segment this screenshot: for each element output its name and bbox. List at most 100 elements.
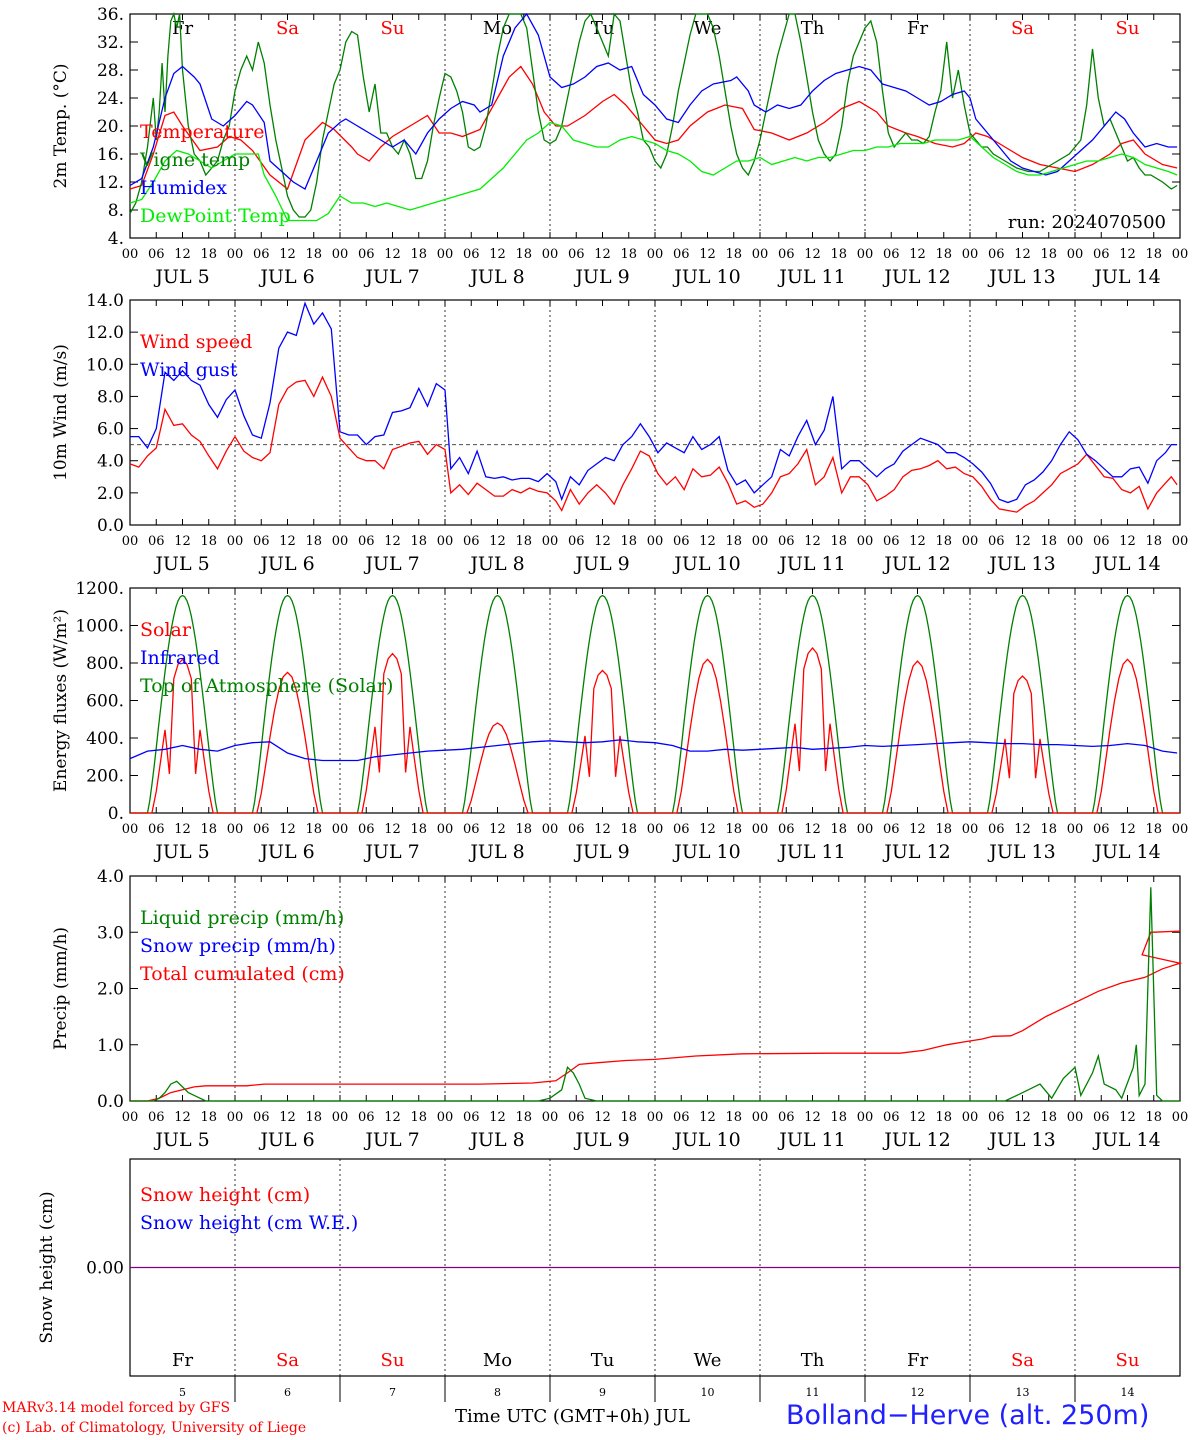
series-line [129,12,1178,190]
weekday-label-bottom: Mo [483,1350,512,1371]
hour-label: 00 [1172,534,1189,549]
hour-label: 00 [962,247,979,262]
y-tick-label: 24. [97,89,124,109]
y-tick-label: 0.0 [97,1092,124,1112]
y-tick-label: 0.0 [97,516,124,536]
hour-label: 12 [594,822,611,837]
hour-label: 00 [1172,1110,1189,1125]
hour-label: 12 [1119,247,1136,262]
date-label: JUL 6 [258,553,314,575]
hour-label: 00 [857,822,874,837]
date-label: JUL 9 [573,266,629,288]
hour-label: 00 [122,534,139,549]
date-label: JUL 8 [468,841,524,863]
day-number-label: 13 [1016,1386,1030,1399]
hour-label: 12 [1014,822,1031,837]
date-label: JUL 12 [882,266,950,288]
hour-label: 06 [883,534,900,549]
day-number-label: 7 [389,1386,396,1399]
hour-label: 00 [647,1110,664,1125]
hour-label: 00 [542,534,559,549]
hour-label: 12 [489,534,506,549]
y-tick-label: 200. [86,767,124,787]
hour-label: 12 [909,1110,926,1125]
hour-label: 06 [883,1110,900,1125]
hour-label: 12 [699,247,716,262]
y-tick-label: 4.0 [97,452,124,472]
hour-label: 00 [962,822,979,837]
model-credit: MARv3.14 model forced by GFS [2,1400,231,1416]
hour-label: 06 [988,534,1005,549]
hour-label: 00 [962,534,979,549]
weekday-label-bottom: Tu [591,1350,615,1371]
y-tick-label: 1.0 [97,1036,124,1056]
date-label: JUL 7 [363,841,419,863]
hour-label: 00 [122,247,139,262]
date-label: JUL 8 [468,266,524,288]
legend-entry: Total cumulated (cm) [140,963,345,985]
hour-label: 18 [410,247,427,262]
hour-label: 12 [384,247,401,262]
y-axis-label: Snow height (cm) [37,1191,57,1343]
hour-label: 18 [725,1110,742,1125]
y-tick-label: 800. [86,654,124,674]
hour-label: 00 [542,822,559,837]
hour-label: 00 [857,534,874,549]
copyright-credit: (c) Lab. of Climatology, University of L… [2,1420,307,1436]
hour-label: 12 [279,247,296,262]
hour-label: 18 [200,247,217,262]
hour-label: 06 [568,1110,585,1125]
legend-entry: Snow precip (mm/h) [140,935,336,957]
hour-label: 06 [148,247,165,262]
y-tick-label: 0.00 [86,1259,124,1279]
hour-label: 12 [699,534,716,549]
weekday-label-bottom: Fr [907,1350,928,1371]
hour-label: 12 [1119,822,1136,837]
hour-label: 12 [384,822,401,837]
hour-label: 06 [883,247,900,262]
date-label: JUL 8 [468,1129,524,1151]
hour-label: 00 [857,247,874,262]
weekday-label: Sa [1011,18,1034,39]
date-label: JUL 14 [1092,1129,1160,1151]
y-axis-label: 10m Wind (m/s) [51,344,71,481]
hour-label: 00 [752,822,769,837]
weekday-label-bottom: Sa [1011,1350,1034,1371]
hour-label: 18 [725,822,742,837]
weekday-label-bottom: Fr [172,1350,193,1371]
date-label: JUL 13 [987,841,1055,863]
hour-label: 12 [804,822,821,837]
date-label: JUL 10 [672,1129,740,1151]
hour-label: 06 [148,1110,165,1125]
solar-line [130,646,1180,814]
date-label: JUL 5 [153,841,209,863]
day-number-label: 6 [284,1386,291,1399]
y-tick-label: 28. [97,61,124,81]
day-number-label: 14 [1121,1386,1135,1399]
day-number-label: 9 [599,1386,606,1399]
date-label: JUL 11 [777,1129,845,1151]
date-label: JUL 10 [672,553,740,575]
hour-label: 12 [279,1110,296,1125]
legend-entry: Snow height (cm) [140,1184,310,1206]
hour-label: 12 [174,247,191,262]
date-label: JUL 11 [777,841,845,863]
hour-label: 00 [1067,822,1084,837]
legend-entry: Humidex [140,177,227,199]
hour-label: 12 [489,247,506,262]
hour-label: 18 [725,534,742,549]
hour-label: 00 [647,822,664,837]
legend-entry: Wind speed [140,331,252,353]
hour-label: 06 [253,1110,270,1125]
hour-label: 12 [1119,1110,1136,1125]
weekday-label: Su [381,18,405,39]
hour-label: 18 [1145,1110,1162,1125]
hour-label: 00 [332,534,349,549]
hour-label: 12 [489,1110,506,1125]
date-label: JUL 14 [1092,841,1160,863]
hour-label: 18 [620,822,637,837]
hour-label: 00 [1172,822,1189,837]
y-tick-label: 10.0 [86,355,124,375]
hour-label: 00 [437,822,454,837]
hour-label: 06 [358,247,375,262]
